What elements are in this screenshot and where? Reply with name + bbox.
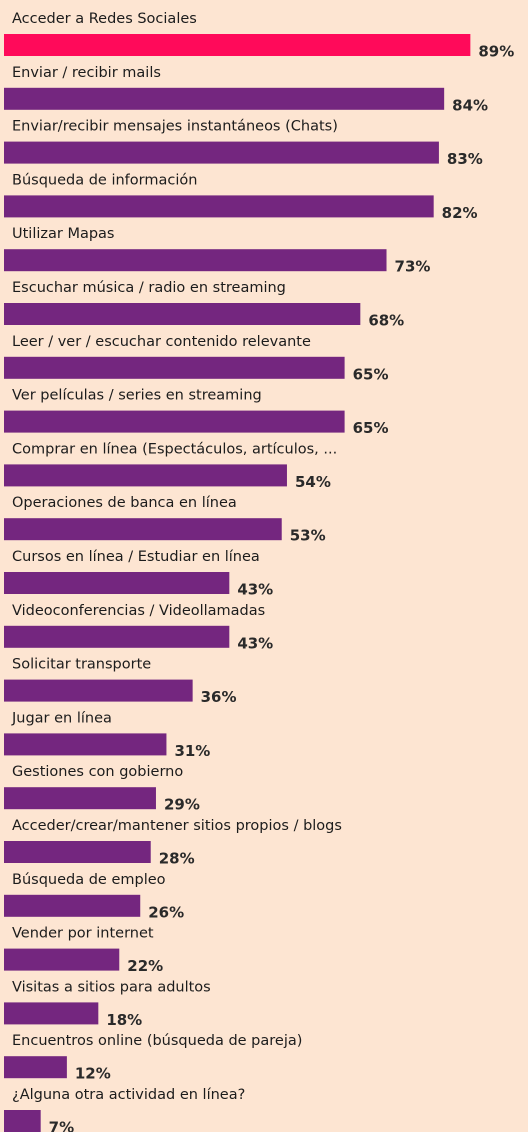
- category-label: Jugar en línea: [11, 710, 112, 726]
- value-label: 31%: [174, 742, 210, 760]
- bar: [4, 894, 141, 917]
- value-label: 53%: [290, 527, 326, 545]
- bar: [4, 141, 439, 164]
- value-label: 89%: [478, 43, 514, 61]
- bar: [4, 948, 120, 971]
- category-label: Operaciones de banca en línea: [12, 495, 237, 511]
- value-label: 84%: [452, 96, 488, 114]
- category-label: Escuchar música / radio en streaming: [12, 280, 286, 296]
- bar: [4, 1110, 41, 1132]
- category-label: Leer / ver / escuchar contenido relevant…: [12, 334, 311, 350]
- value-label: 12%: [75, 1065, 111, 1083]
- value-label: 73%: [395, 258, 431, 276]
- category-label: Videoconferencias / Videollamadas: [12, 603, 265, 619]
- category-label: Gestiones con gobierno: [12, 764, 183, 780]
- value-label: 29%: [164, 796, 200, 814]
- bar: [4, 410, 345, 433]
- bar: [4, 787, 156, 810]
- bar: [4, 356, 345, 379]
- category-label: Acceder/crear/mantener sitios propios / …: [12, 818, 342, 834]
- category-label: Búsqueda de empleo: [12, 872, 166, 888]
- value-label: 18%: [106, 1011, 142, 1029]
- category-label: Enviar/recibir mensajes instantáneos (Ch…: [12, 119, 338, 135]
- category-label: Cursos en línea / Estudiar en línea: [12, 549, 260, 565]
- value-label: 82%: [442, 204, 478, 222]
- value-label: 54%: [295, 473, 331, 491]
- bar: [4, 464, 287, 487]
- category-label: Visitas a sitios para adultos: [12, 979, 211, 995]
- category-label: Utilizar Mapas: [12, 226, 115, 242]
- category-label: ¿Alguna otra actividad en línea?: [12, 1087, 245, 1103]
- value-label: 65%: [353, 419, 389, 437]
- value-label: 83%: [447, 150, 483, 168]
- category-label: Vender por internet: [12, 926, 154, 942]
- category-label: Ver películas / series en streaming: [12, 388, 262, 404]
- bar: [4, 87, 445, 110]
- bar: [4, 518, 282, 541]
- category-label: Búsqueda de información: [12, 172, 197, 188]
- bar: [4, 195, 434, 218]
- value-label: 7%: [49, 1119, 74, 1132]
- category-label: Acceder a Redes Sociales: [12, 11, 197, 27]
- value-label: 43%: [237, 581, 273, 599]
- bar: [4, 841, 151, 863]
- value-label: 68%: [368, 312, 404, 330]
- category-label: Comprar en línea (Espectáculos, artículo…: [12, 441, 337, 457]
- category-label: Enviar / recibir mails: [12, 65, 161, 81]
- value-label: 22%: [127, 957, 163, 975]
- bar: [4, 1002, 99, 1025]
- value-label: 65%: [353, 365, 389, 383]
- bar: [4, 733, 167, 756]
- category-label: Encuentros online (búsqueda de pareja): [12, 1033, 302, 1049]
- value-label: 26%: [148, 903, 184, 921]
- value-label: 43%: [237, 634, 273, 652]
- bar: [4, 625, 230, 648]
- bar: [4, 1056, 67, 1079]
- bar: [4, 679, 193, 702]
- bar: [4, 249, 387, 272]
- category-label: Solicitar transporte: [12, 657, 151, 673]
- bar: [4, 572, 230, 594]
- value-label: 36%: [201, 688, 237, 706]
- bar: [4, 34, 471, 56]
- bar: [4, 303, 361, 325]
- value-label: 28%: [159, 850, 195, 868]
